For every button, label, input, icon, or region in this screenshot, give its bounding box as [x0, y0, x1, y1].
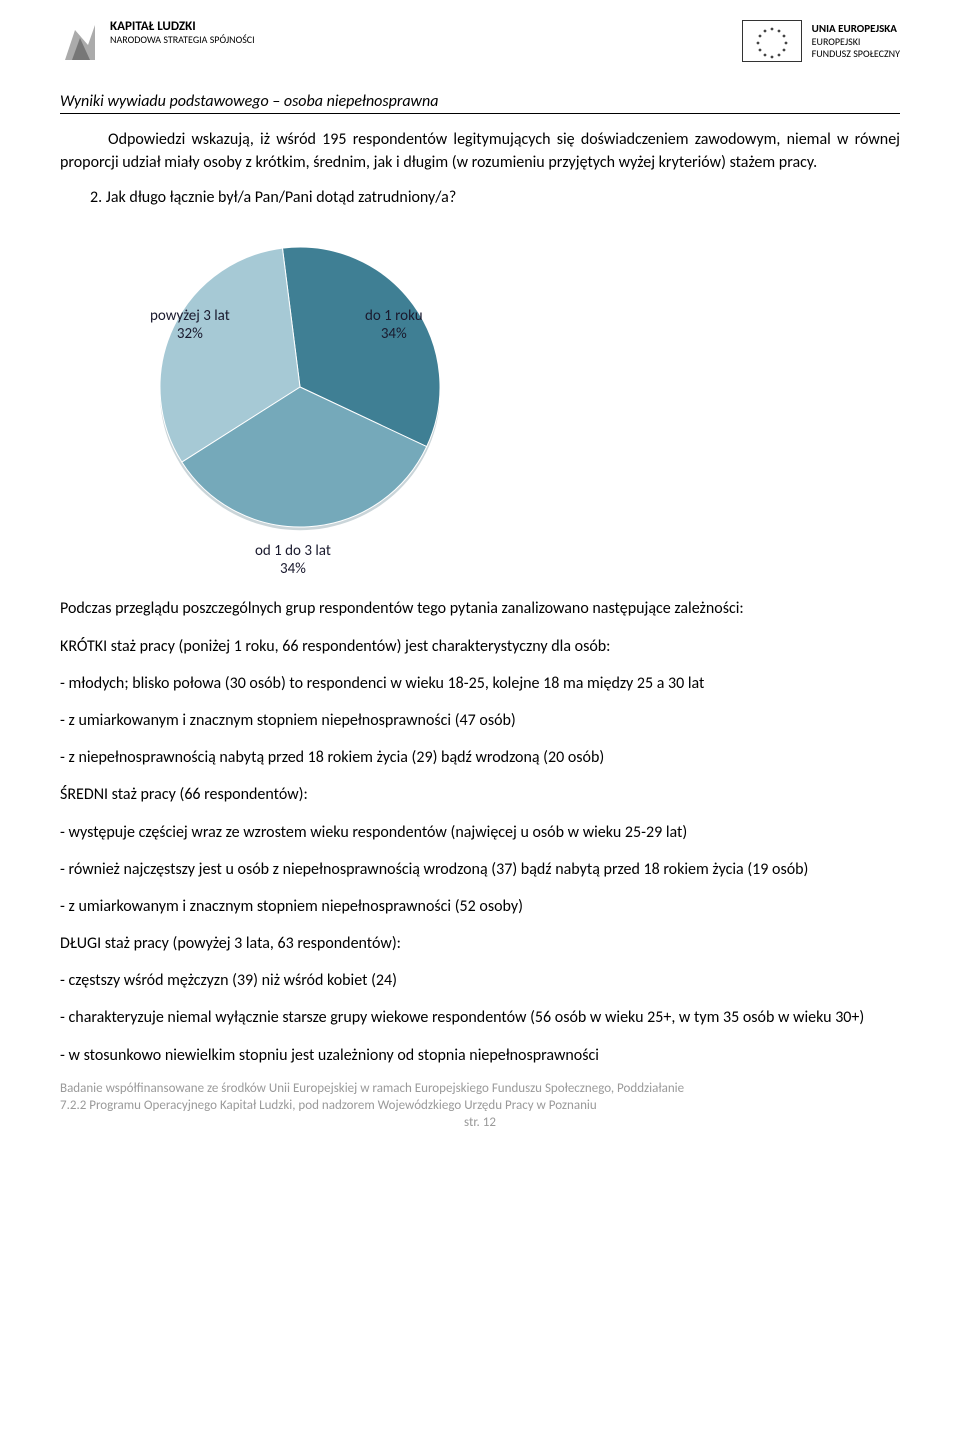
pie-label-1: od 1 do 3 lat34% — [255, 542, 331, 578]
body-p1: Podczas przeglądu poszczególnych grup re… — [60, 597, 900, 620]
page-header: KAPITAŁ LUDZKI NARODOWA STRATEGIA SPÓJNO… — [60, 20, 900, 62]
footer-line2: 7.2.2 Programu Operacyjnego Kapitał Ludz… — [60, 1098, 597, 1113]
pie-label-2: powyżej 3 lat32% — [150, 307, 230, 343]
body-p11: - częstszy wśród mężczyzn (39) niż wśród… — [60, 969, 900, 992]
body-p2: KRÓTKI staż pracy (poniżej 1 roku, 66 re… — [60, 635, 900, 658]
body-p7: - występuje częściej wraz ze wzrostem wi… — [60, 821, 900, 844]
body-p8: - również najczęstszy jest u osób z niep… — [60, 858, 900, 881]
pie-chart: do 1 roku34% od 1 do 3 lat34% powyżej 3 … — [70, 217, 520, 597]
page-number: str. 12 — [60, 1115, 900, 1130]
body-p10: DŁUGI staż pracy (powyżej 3 lata, 63 res… — [60, 932, 900, 955]
body-p5: - z niepełnosprawnością nabytą przed 18 … — [60, 746, 900, 769]
left-logo-text: KAPITAŁ LUDZKI NARODOWA STRATEGIA SPÓJNO… — [110, 20, 255, 45]
left-logo-block: KAPITAŁ LUDZKI NARODOWA STRATEGIA SPÓJNO… — [60, 20, 255, 62]
footer-note: Badanie współfinansowane ze środków Unii… — [60, 1081, 900, 1115]
kapital-ludzki-icon — [60, 20, 100, 62]
right-logo-line2: EUROPEJSKI — [812, 36, 900, 48]
body-p6: ŚREDNI staż pracy (66 respondentów): — [60, 783, 900, 806]
body-p13: - w stosunkowo niewielkim stopniu jest u… — [60, 1044, 900, 1067]
right-logo-title: UNIA EUROPEJSKA — [812, 22, 900, 35]
left-logo-title: KAPITAŁ LUDZKI — [110, 20, 255, 34]
body-p4: - z umiarkowanym i znacznym stopniem nie… — [60, 709, 900, 732]
left-logo-subtitle: NARODOWA STRATEGIA SPÓJNOŚCI — [110, 34, 255, 45]
page: KAPITAŁ LUDZKI NARODOWA STRATEGIA SPÓJNO… — [0, 0, 960, 1150]
right-logo-block: UNIA EUROPEJSKA EUROPEJSKI FUNDUSZ SPOŁE… — [742, 20, 900, 62]
pie-label-0: do 1 roku34% — [365, 307, 423, 343]
footer-line1: Badanie współfinansowane ze środków Unii… — [60, 1081, 684, 1096]
question-text: 2. Jak długo łącznie był/a Pan/Pani dotą… — [60, 188, 900, 207]
eu-flag-icon — [742, 20, 802, 62]
right-logo-line3: FUNDUSZ SPOŁECZNY — [812, 48, 900, 60]
section-divider — [60, 113, 900, 114]
intro-paragraph: Odpowiedzi wskazują, iż wśród 195 respon… — [60, 128, 900, 174]
body-p9: - z umiarkowanym i znacznym stopniem nie… — [60, 895, 900, 918]
pie-chart-svg — [70, 217, 520, 597]
body-p12: - charakteryzuje niemal wyłącznie starsz… — [60, 1006, 900, 1029]
section-title: Wyniki wywiadu podstawowego – osoba niep… — [60, 92, 900, 111]
body-p3: - młodych; blisko połowa (30 osób) to re… — [60, 672, 900, 695]
right-logo-text: UNIA EUROPEJSKA EUROPEJSKI FUNDUSZ SPOŁE… — [812, 22, 900, 59]
